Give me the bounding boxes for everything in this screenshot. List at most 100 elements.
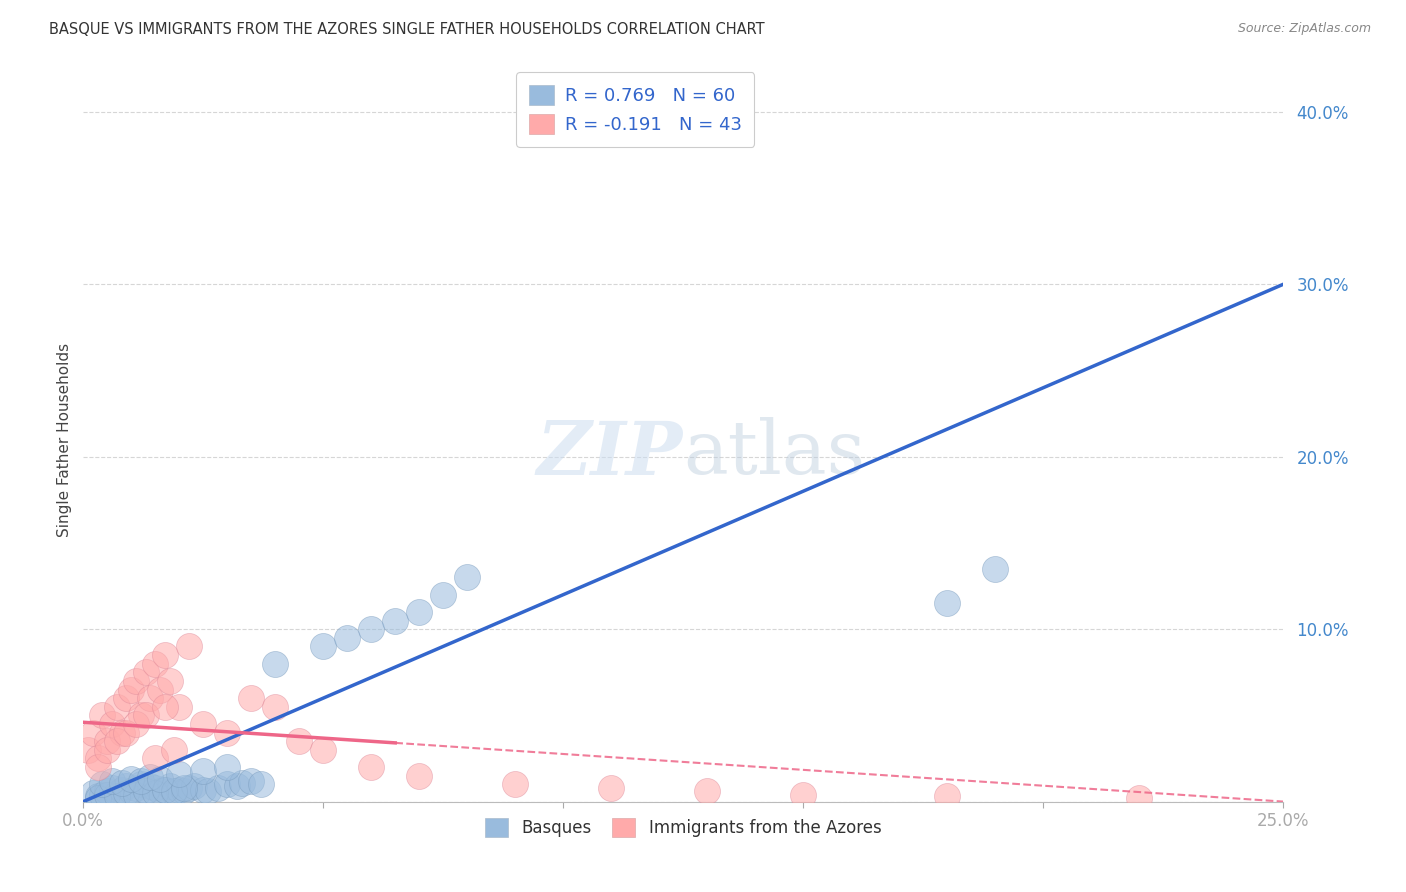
- Point: [86, 760, 108, 774]
- Point: [149, 772, 172, 786]
- Point: [936, 596, 959, 610]
- Point: [86, 791, 108, 805]
- Point: [105, 789, 128, 804]
- Point: [153, 648, 176, 662]
- Point: [143, 780, 166, 795]
- Point: [360, 760, 382, 774]
- Point: [984, 562, 1007, 576]
- Point: [408, 769, 430, 783]
- Point: [197, 784, 219, 798]
- Point: [139, 779, 162, 793]
- Point: [193, 764, 215, 778]
- Point: [169, 782, 191, 797]
- Point: [169, 767, 191, 781]
- Point: [125, 780, 148, 795]
- Point: [111, 775, 134, 789]
- Point: [936, 789, 959, 804]
- Point: [153, 699, 176, 714]
- Point: [135, 782, 157, 797]
- Point: [149, 784, 172, 798]
- Point: [240, 773, 263, 788]
- Point: [503, 777, 526, 791]
- Point: [139, 691, 162, 706]
- Point: [240, 691, 263, 706]
- Point: [193, 717, 215, 731]
- Point: [456, 570, 478, 584]
- Point: [101, 773, 124, 788]
- Point: [105, 699, 128, 714]
- Point: [264, 699, 287, 714]
- Point: [115, 786, 138, 800]
- Point: [183, 779, 205, 793]
- Point: [312, 743, 335, 757]
- Point: [120, 682, 142, 697]
- Point: [96, 734, 118, 748]
- Point: [207, 780, 229, 795]
- Point: [408, 605, 430, 619]
- Point: [149, 682, 172, 697]
- Point: [264, 657, 287, 671]
- Point: [143, 786, 166, 800]
- Point: [163, 786, 186, 800]
- Point: [115, 779, 138, 793]
- Point: [250, 777, 273, 791]
- Point: [153, 782, 176, 797]
- Point: [153, 782, 176, 797]
- Point: [288, 734, 311, 748]
- Legend: Basques, Immigrants from the Azores: Basques, Immigrants from the Azores: [478, 812, 889, 844]
- Point: [193, 782, 215, 797]
- Point: [120, 784, 142, 798]
- Point: [432, 588, 454, 602]
- Point: [91, 788, 114, 802]
- Text: Source: ZipAtlas.com: Source: ZipAtlas.com: [1237, 22, 1371, 36]
- Text: atlas: atlas: [683, 417, 865, 491]
- Point: [217, 760, 239, 774]
- Point: [105, 786, 128, 800]
- Point: [163, 784, 186, 798]
- Point: [169, 699, 191, 714]
- Point: [135, 665, 157, 680]
- Point: [125, 788, 148, 802]
- Point: [120, 772, 142, 786]
- Point: [696, 784, 718, 798]
- Point: [177, 640, 200, 654]
- Point: [115, 725, 138, 739]
- Point: [129, 777, 152, 791]
- Point: [125, 673, 148, 688]
- Point: [129, 708, 152, 723]
- Point: [312, 640, 335, 654]
- Point: [111, 725, 134, 739]
- Point: [135, 784, 157, 798]
- Point: [115, 691, 138, 706]
- Point: [135, 708, 157, 723]
- Point: [101, 780, 124, 795]
- Point: [82, 725, 104, 739]
- Point: [91, 777, 114, 791]
- Point: [96, 784, 118, 798]
- Point: [82, 786, 104, 800]
- Point: [217, 725, 239, 739]
- Point: [384, 614, 406, 628]
- Point: [143, 751, 166, 765]
- Point: [91, 708, 114, 723]
- Point: [96, 743, 118, 757]
- Point: [173, 784, 195, 798]
- Point: [225, 779, 247, 793]
- Point: [231, 775, 253, 789]
- Point: [792, 788, 814, 802]
- Point: [600, 780, 623, 795]
- Point: [77, 743, 100, 757]
- Point: [163, 743, 186, 757]
- Y-axis label: Single Father Households: Single Father Households: [58, 343, 72, 537]
- Point: [360, 622, 382, 636]
- Point: [159, 673, 181, 688]
- Point: [105, 734, 128, 748]
- Point: [129, 773, 152, 788]
- Point: [336, 631, 359, 645]
- Point: [177, 780, 200, 795]
- Point: [111, 782, 134, 797]
- Point: [143, 657, 166, 671]
- Point: [86, 751, 108, 765]
- Point: [173, 780, 195, 795]
- Text: ZIP: ZIP: [537, 417, 683, 491]
